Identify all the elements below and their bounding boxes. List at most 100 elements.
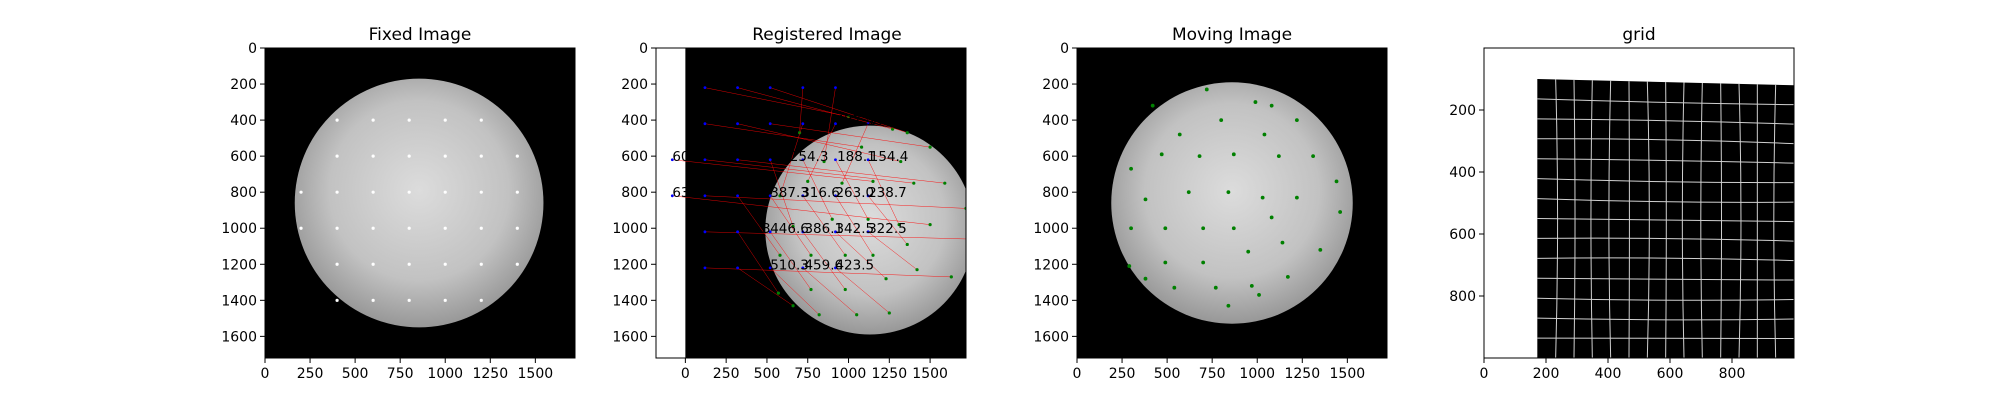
- keypoint-fixed-3: [443, 118, 447, 122]
- warped-grid-lines: [1537, 79, 1794, 358]
- keypoint-moving-4: [1177, 132, 1182, 137]
- title-moving-image: Moving Image: [1172, 25, 1292, 45]
- match-line-24: [867, 195, 908, 245]
- source-point-10: [866, 122, 870, 126]
- grid-row-line-7: [1537, 218, 1794, 223]
- match-line-26: [737, 231, 779, 294]
- match-line-14: [769, 159, 794, 227]
- x-ticks-moving: 0 250 500 750 1000 1250 1500: [1073, 358, 1365, 382]
- keypoint-moving-0: [1204, 87, 1209, 92]
- target-point-8: [778, 194, 782, 198]
- y-tick-label-moving-7: 1400: [1033, 293, 1069, 309]
- keypoint-moving-15: [1186, 190, 1191, 195]
- keypoint-moving-13: [1311, 154, 1316, 159]
- keypoint-moving-17: [1260, 195, 1265, 200]
- y-tick-label-registered-3: 600: [621, 149, 648, 165]
- match-line-20: [737, 195, 781, 256]
- y-tick-label-fixed-6: 1200: [221, 257, 257, 273]
- plot-area-fixed: [265, 48, 575, 358]
- keypoint-fixed-25: [335, 262, 339, 266]
- keypoint-moving-27: [1163, 260, 1168, 265]
- x-tick-label-grid-1: 200: [1533, 366, 1560, 382]
- y-tick-label-registered-6: 1200: [612, 257, 648, 273]
- keypoint-fixed-29: [479, 262, 483, 266]
- retina-disk-registered: [765, 125, 966, 335]
- source-point-14: [768, 158, 772, 162]
- keypoint-fixed-26: [371, 262, 375, 266]
- y-tick-label-fixed-3: 600: [230, 149, 257, 165]
- grid-row-line-1: [1537, 98, 1794, 106]
- axes-frame-fixed: [264, 47, 576, 359]
- panel-moving-image: Moving Image 0 250 500 750 1000 1250 1500 0 200…: [1033, 25, 1388, 382]
- keypoint-fixed-17: [515, 190, 519, 194]
- grid-row-line-2: [1537, 118, 1794, 125]
- grid-column-line-6: [1646, 81, 1650, 358]
- target-point-16: [866, 217, 870, 221]
- match-line-23: [835, 195, 874, 256]
- y-tick-label-moving-0: 0: [1060, 41, 1069, 57]
- grid-row-line-5: [1537, 178, 1794, 184]
- keypoint-fixed-27: [407, 262, 411, 266]
- source-point-22: [801, 194, 805, 198]
- x-tick-label-fixed-3: 750: [387, 366, 414, 382]
- distance-label-1: 214.2: [803, 41, 842, 57]
- target-point-27: [809, 287, 813, 292]
- grid-row-line-8: [1537, 237, 1794, 242]
- plot-area-moving: [1077, 48, 1387, 358]
- keypoint-moving-9: [1159, 152, 1164, 157]
- source-point-9: [834, 122, 837, 126]
- warped-grid-region: [1537, 79, 1794, 358]
- target-point-10: [840, 181, 844, 185]
- target-point-15: [830, 217, 834, 221]
- keypoint-fixed-1: [371, 118, 375, 122]
- distance-label-13: 238.7: [868, 185, 907, 201]
- match-line-4: [823, 87, 836, 162]
- axes-frame-registered: [655, 47, 967, 359]
- grid-column-line-13: [1773, 84, 1777, 358]
- keypoint-moving-37: [1226, 303, 1231, 308]
- source-point-26: [736, 230, 739, 234]
- y-tick-label-fixed-7: 1400: [221, 293, 257, 309]
- grid-row-line-13: [1537, 337, 1794, 340]
- source-point-28: [801, 230, 805, 234]
- source-point-34: [801, 266, 805, 270]
- keypoint-moving-16: [1226, 190, 1231, 195]
- source-point-17: [866, 158, 870, 162]
- y-tick-label-fixed-4: 800: [230, 185, 257, 201]
- target-point-17: [897, 223, 901, 227]
- keypoint-fixed-7: [407, 154, 411, 158]
- keypoint-moving-33: [1172, 285, 1177, 290]
- grid-row-line-6: [1537, 198, 1794, 203]
- keypoint-moving-7: [1294, 118, 1299, 122]
- title-registered-image: Registered Image: [752, 25, 902, 45]
- x-ticks-grid: 0 200 400 600 800: [1480, 358, 1745, 382]
- y-ticks-moving: 0 200 400 600 800 1000 1200 1400 1600: [1033, 41, 1077, 345]
- keypoint-fixed-13: [371, 190, 375, 194]
- source-point-6: [736, 122, 739, 126]
- source-point-24: [866, 194, 870, 198]
- match-line-29: [835, 231, 887, 279]
- keypoint-moving-26: [1127, 264, 1132, 268]
- source-point-11: [670, 158, 674, 162]
- distance-label-12: 263.0: [835, 185, 874, 201]
- keypoint-fixed-8: [443, 154, 447, 158]
- y-tick-label-registered-4: 800: [621, 185, 648, 201]
- keypoint-fixed-15: [443, 190, 447, 194]
- target-point-35: [887, 311, 891, 315]
- match-line-25: [704, 231, 966, 240]
- grid-column-line-9: [1700, 82, 1703, 358]
- source-point-32: [736, 266, 739, 270]
- y-ticks-fixed: 0 200 400 600 800 1000 1200 1400 1600: [221, 41, 265, 345]
- keypoint-fixed-10: [515, 154, 519, 158]
- keypoint-moving-20: [1129, 226, 1133, 231]
- source-point-21: [768, 194, 772, 198]
- match-line-3: [799, 87, 804, 133]
- keypoint-moving-11: [1231, 152, 1236, 157]
- source-point-15: [801, 158, 805, 162]
- source-point-19: [703, 194, 707, 198]
- distance-label-3: 370.4: [868, 113, 907, 129]
- keypoint-fixed-0: [335, 118, 339, 122]
- x-ticks-registered: 0 250 500 750 1000 1250 1500: [681, 358, 948, 382]
